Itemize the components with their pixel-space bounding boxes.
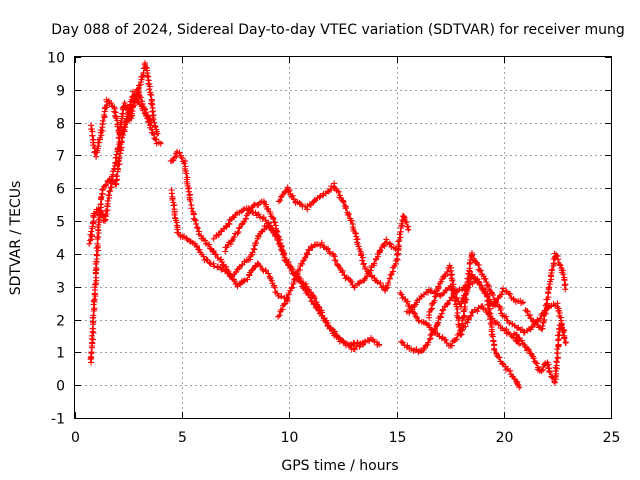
series-track-j bbox=[397, 289, 522, 349]
y-tick-label: 5 bbox=[56, 215, 65, 231]
series-track-n bbox=[511, 322, 568, 386]
series-markers bbox=[88, 88, 154, 160]
series-trace bbox=[224, 200, 382, 347]
y-tick-label: 4 bbox=[56, 248, 65, 264]
series-layer bbox=[86, 60, 569, 391]
series-markers bbox=[397, 289, 522, 349]
x-tick-label: 25 bbox=[603, 430, 621, 446]
y-tick-label: 7 bbox=[56, 149, 65, 165]
series-markers bbox=[511, 322, 568, 386]
series-track-i bbox=[275, 180, 412, 294]
y-tick-label: -1 bbox=[51, 412, 65, 428]
x-tick-label: 5 bbox=[178, 430, 187, 446]
series-track-e bbox=[168, 187, 291, 304]
series-track-d bbox=[167, 148, 280, 280]
x-tick-label: 20 bbox=[496, 430, 514, 446]
series-track-g bbox=[222, 198, 383, 349]
series-markers bbox=[426, 250, 569, 346]
series-track-c bbox=[88, 88, 154, 160]
series-track-h bbox=[275, 236, 399, 320]
series-markers bbox=[167, 148, 280, 280]
ticks: 0 5 10 15 20 25 -1 0 1 2 3 4 5 6 7 8 9 10 bbox=[47, 51, 620, 447]
x-tick-label: 10 bbox=[281, 430, 299, 446]
y-tick-label: 6 bbox=[56, 182, 65, 198]
series-markers bbox=[86, 86, 164, 247]
x-tick-label: 0 bbox=[71, 430, 80, 446]
x-axis-label: GPS time / hours bbox=[281, 458, 398, 474]
y-tick-label: 1 bbox=[56, 346, 65, 362]
y-axis-label: SDTVAR / TECUs bbox=[8, 181, 24, 296]
y-tick-label: 10 bbox=[47, 51, 65, 67]
plot-frame bbox=[74, 56, 612, 419]
series-track-o bbox=[522, 250, 569, 332]
x-tick-label: 15 bbox=[389, 430, 407, 446]
y-tick-label: 0 bbox=[56, 379, 65, 395]
grid bbox=[75, 57, 611, 418]
series-markers bbox=[275, 236, 399, 320]
series-markers bbox=[275, 180, 412, 294]
series-markers bbox=[222, 198, 383, 349]
y-tick-label: 2 bbox=[56, 314, 65, 330]
series-markers bbox=[168, 187, 291, 304]
y-tick-label: 8 bbox=[56, 117, 65, 133]
series-track-b bbox=[86, 86, 164, 247]
y-tick-label: 9 bbox=[56, 84, 65, 100]
y-tick-label: 3 bbox=[56, 281, 65, 297]
series-markers bbox=[522, 250, 569, 332]
chart-title: Day 088 of 2024, Sidereal Day-to-day VTE… bbox=[51, 22, 625, 38]
